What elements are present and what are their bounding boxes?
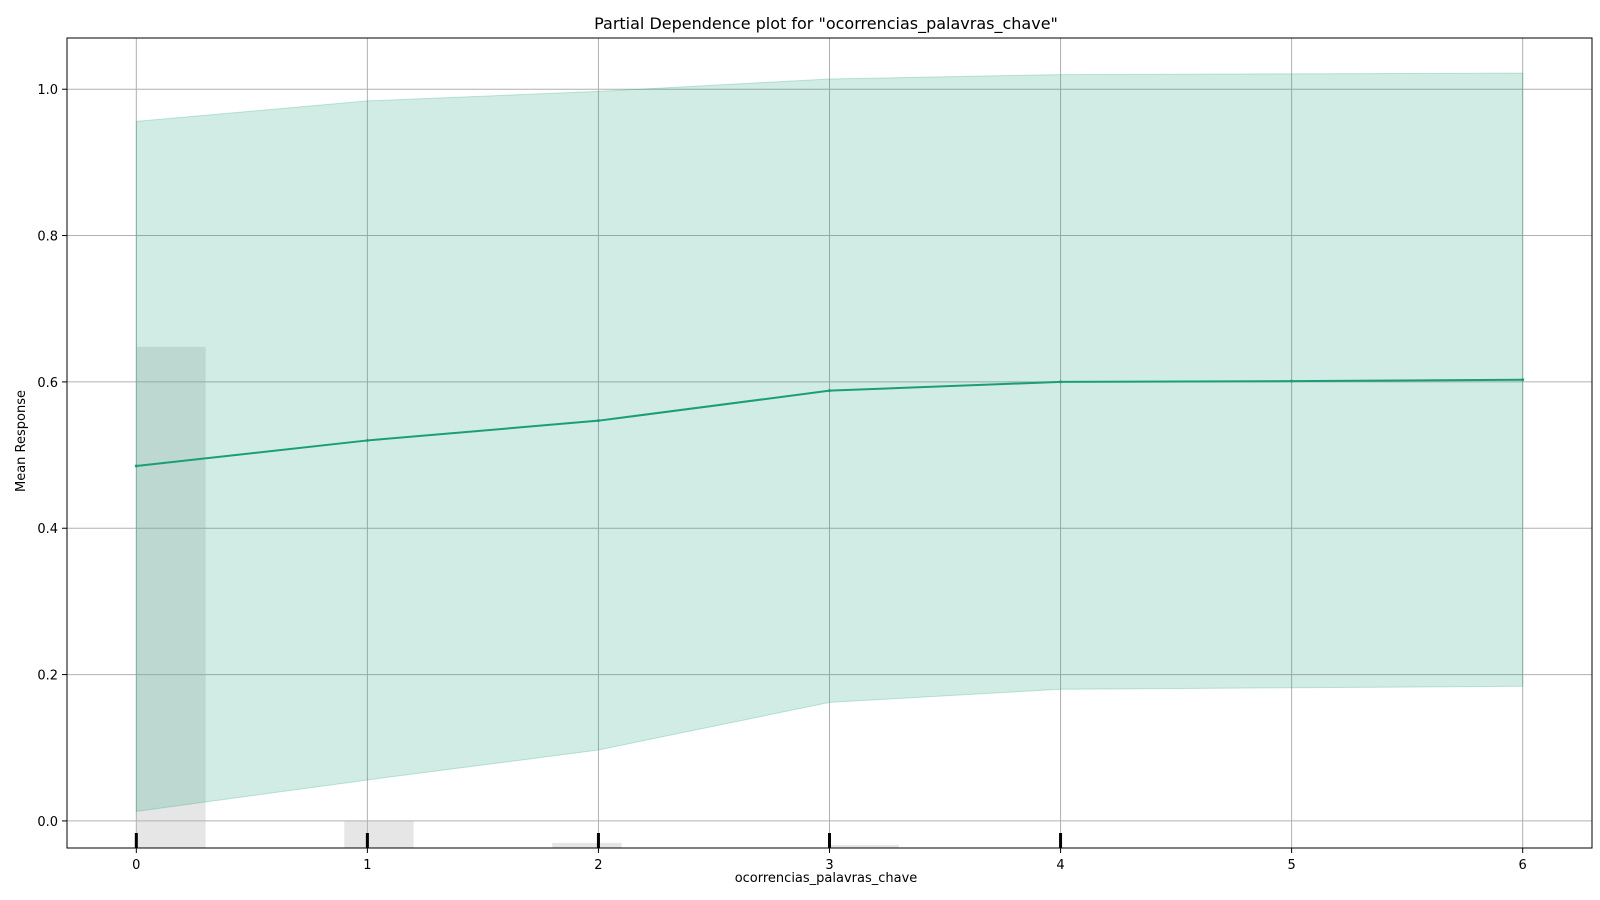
histogram-bar (829, 845, 899, 848)
y-tick-label: 1.0 (37, 83, 58, 98)
confidence-band (135, 72, 1524, 812)
data-point (134, 464, 138, 468)
y-axis-label: Mean Response (14, 390, 29, 492)
y-tick-label: 0.0 (37, 815, 58, 830)
y-tick-label: 0.6 (37, 376, 58, 391)
x-tick-label: 0 (132, 858, 140, 873)
histogram (136, 346, 899, 848)
x-tick-label: 5 (1287, 858, 1295, 873)
data-point (365, 438, 369, 442)
chart-title: Partial Dependence plot for "ocorrencias… (594, 14, 1058, 34)
data-point (1521, 378, 1525, 382)
mean-response-line (134, 378, 1525, 468)
data-point (596, 419, 600, 423)
y-tick-label: 0.4 (37, 522, 58, 537)
y-tick-label: 0.2 (37, 669, 58, 684)
data-point (1290, 379, 1294, 383)
grid-lines (67, 38, 1592, 848)
x-axis-label: ocorrencias_palavras_chave (735, 871, 918, 886)
confidence-band-area (135, 72, 1524, 812)
x-ticks: 0 1 2 3 4 5 6 (132, 848, 1527, 873)
x-tick-label: 2 (594, 858, 602, 873)
histogram-bar (136, 346, 206, 848)
x-tick-label: 6 (1519, 858, 1527, 873)
y-tick-label: 0.8 (37, 230, 58, 245)
x-tick-label: 1 (363, 858, 371, 873)
rug-marks (134, 833, 1063, 848)
x-tick-label: 4 (1056, 858, 1064, 873)
plot-frame (66, 37, 1593, 849)
y-ticks: 0.0 0.2 0.4 0.6 0.8 1.0 (37, 83, 67, 830)
data-point (828, 389, 831, 393)
histogram-bar (552, 842, 622, 848)
data-point (1059, 380, 1063, 384)
x-tick-label: 3 (825, 858, 833, 873)
histogram-bar (344, 820, 414, 848)
